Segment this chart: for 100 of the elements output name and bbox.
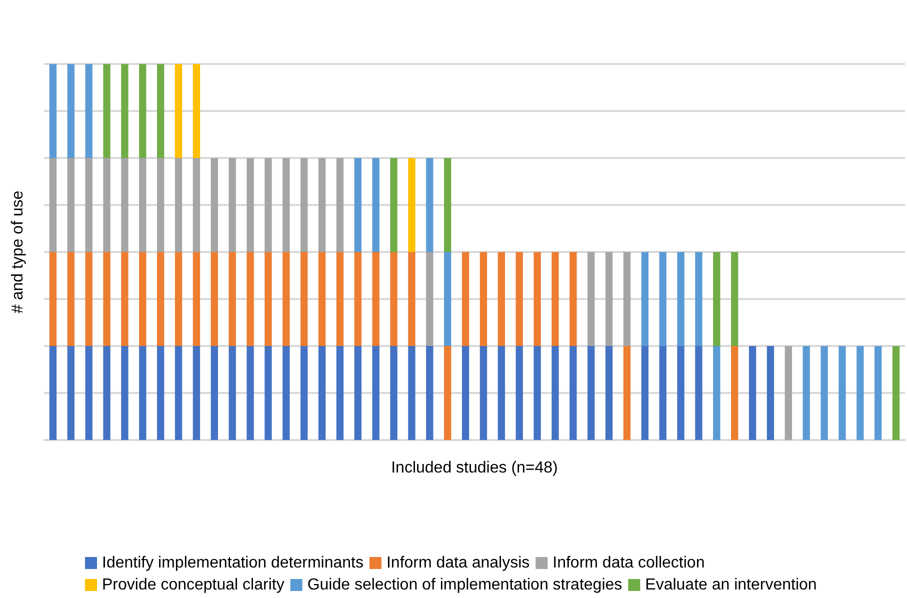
bar [336,346,344,440]
bar [390,158,398,252]
bar [174,64,182,158]
bar [570,346,577,440]
bar [139,252,146,346]
bar [838,346,846,440]
bar [264,252,272,346]
bar [174,252,182,346]
bar [139,64,146,158]
bar [139,346,146,440]
bar [444,158,452,252]
bar [462,252,470,346]
legend-label: Guide selection of implementation strategies [307,576,622,594]
bar [588,346,595,440]
bar [192,64,200,158]
bar [210,346,218,440]
bar [103,158,110,252]
bar [121,64,128,158]
bar [372,346,380,440]
bar [748,346,756,440]
bar [677,346,684,440]
bar [246,158,254,252]
bar [318,252,326,346]
bar [820,346,828,440]
bar [282,346,290,440]
bar [300,252,308,346]
legend-label: Inform data analysis [386,554,530,572]
bar [210,252,218,346]
bar [246,346,254,440]
bar [408,252,416,346]
bar [713,252,720,346]
bar [390,252,398,346]
bar [534,252,541,346]
bar [802,346,810,440]
bar [605,252,613,346]
bar [264,346,272,440]
bar [210,158,218,252]
bar [892,346,900,440]
bar [659,346,666,440]
bar [874,346,882,440]
bar [552,346,559,440]
bar [623,346,631,440]
bar [157,64,164,158]
bar [85,252,92,346]
bar [731,346,738,440]
bar [444,346,452,440]
bar [480,252,488,346]
bar [318,346,326,440]
bar [336,158,344,252]
bar [49,252,57,346]
bar [659,252,666,346]
bar [552,252,559,346]
bar [103,346,110,440]
bar [372,252,380,346]
bar [228,158,236,252]
bar [426,158,434,252]
bar [228,252,236,346]
bar [605,346,613,440]
bar [174,158,182,252]
bar [192,346,200,440]
bar [408,346,416,440]
bar [282,158,290,252]
bar [462,346,470,440]
bar [426,252,434,346]
bar [282,252,290,346]
bar [856,346,864,440]
bar [192,252,200,346]
bar [516,346,523,440]
bar [354,252,362,346]
bar [426,346,434,440]
bar [121,252,128,346]
bar [766,346,774,440]
bar [192,158,200,252]
bar [174,346,182,440]
bar [67,64,74,158]
bar [49,158,57,252]
bar [228,346,236,440]
y-axis-title: # and type of use [10,190,26,314]
bar [157,346,164,440]
bar [49,64,57,158]
bar [103,252,110,346]
bar [695,252,702,346]
bar [103,64,110,158]
bar [67,346,74,440]
bar [480,346,488,440]
legend-label: Identify implementation determinants [102,554,364,572]
legend-label: Inform data collection [552,554,705,572]
bar [139,158,146,252]
bar [623,252,631,346]
bar [246,252,254,346]
bar [354,346,362,440]
bar [444,252,452,346]
bar [157,158,164,252]
bar [121,158,128,252]
bar [641,252,648,346]
bar [67,158,74,252]
bar [408,158,416,252]
legend-label: Provide conceptual clarity [102,576,284,594]
bar [85,64,92,158]
bar [157,252,164,346]
